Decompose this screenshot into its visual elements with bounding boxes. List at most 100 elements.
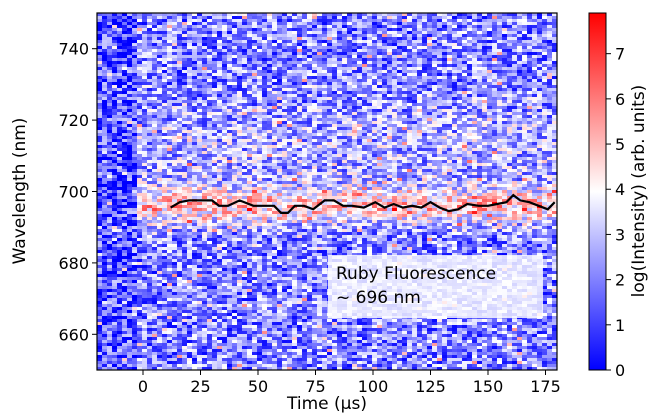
heatmap-cell [502,61,508,65]
heatmap-cell [227,64,233,68]
heatmap-cell [437,109,443,113]
heatmap-cell [297,19,303,23]
heatmap-cell [127,25,133,29]
heatmap-cell [262,91,268,95]
heatmap-cell [237,166,243,170]
heatmap-cell [212,37,218,41]
heatmap-cell [542,55,548,59]
heatmap-cell [407,106,413,110]
heatmap-cell [472,64,478,68]
heatmap-cell [277,139,283,143]
heatmap-cell [387,67,393,71]
heatmap-cell [332,61,338,65]
heatmap-cell [417,49,423,53]
heatmap-cell [432,31,438,35]
heatmap-cell [492,40,498,44]
heatmap-cell [167,67,173,71]
heatmap-cell [212,166,218,170]
heatmap-cell [207,100,213,104]
heatmap-cell [287,106,293,110]
heatmap-cell [407,154,413,158]
heatmap-cell [162,76,168,80]
heatmap-cell [212,91,218,95]
heatmap-cell [277,73,283,77]
heatmap-cell [297,160,303,164]
heatmap-cell [547,49,553,53]
heatmap-cell [207,85,213,89]
heatmap-cell [327,58,333,62]
heatmap-cell [197,136,203,140]
heatmap-cell [492,94,498,98]
heatmap-cell [267,28,273,32]
heatmap-cell [447,160,453,164]
heatmap-cell [542,142,548,146]
heatmap-cell [147,52,153,56]
heatmap-cell [342,28,348,32]
heatmap-cell [202,19,208,23]
heatmap-cell [222,91,228,95]
heatmap-cell [442,88,448,92]
heatmap-cell [392,67,398,71]
heatmap-cell [462,157,468,161]
heatmap-cell [302,124,308,128]
heatmap-cell [402,64,408,68]
heatmap-cell [332,73,338,77]
heatmap-cell [327,25,333,29]
heatmap-cell [447,142,453,146]
heatmap-cell [192,100,198,104]
heatmap-cell [392,109,398,113]
heatmap-cell [322,19,328,23]
heatmap-cell [282,109,288,113]
heatmap-cell [432,13,438,17]
heatmap-cell [422,37,428,41]
heatmap-cell [342,25,348,29]
heatmap-cell [182,124,188,128]
heatmap-cell [452,64,458,68]
heatmap-cell [537,34,543,38]
heatmap-cell [462,34,468,38]
heatmap-cell [362,151,368,155]
heatmap-cell [462,91,468,95]
heatmap-cell [367,118,373,122]
heatmap-cell [507,97,513,101]
heatmap-cell [437,46,443,50]
heatmap-cell [342,22,348,26]
heatmap-cell [322,61,328,65]
heatmap-cell [167,28,173,32]
heatmap-cell [467,40,473,44]
heatmap-cell [307,97,313,101]
heatmap-cell [292,139,298,143]
heatmap-cell [477,139,483,143]
heatmap-cell [107,37,113,41]
heatmap-cell [397,73,403,77]
heatmap-cell [237,112,243,116]
heatmap-cell [492,46,498,50]
heatmap-cell [232,61,238,65]
heatmap-cell [147,100,153,104]
heatmap-cell [497,79,503,83]
heatmap-cell [237,160,243,164]
heatmap-cell [157,145,163,149]
heatmap-cell [162,166,168,170]
heatmap-cell [307,43,313,47]
heatmap-cell [172,55,178,59]
heatmap-cell [527,34,533,38]
heatmap-cell [157,43,163,47]
heatmap-cell [357,73,363,77]
heatmap-cell [227,124,233,128]
heatmap-cell [287,64,293,68]
heatmap-cell [202,160,208,164]
heatmap-cell [472,145,478,149]
heatmap-cell [197,100,203,104]
heatmap-cell [477,160,483,164]
heatmap-cell [472,67,478,71]
heatmap-cell [497,58,503,62]
heatmap-cell [242,136,248,140]
heatmap-cell [457,64,463,68]
heatmap-cell [207,70,213,74]
heatmap-cell [402,109,408,113]
heatmap-cell [462,64,468,68]
heatmap-cell [427,106,433,110]
heatmap-cell [467,124,473,128]
heatmap-cell [322,151,328,155]
